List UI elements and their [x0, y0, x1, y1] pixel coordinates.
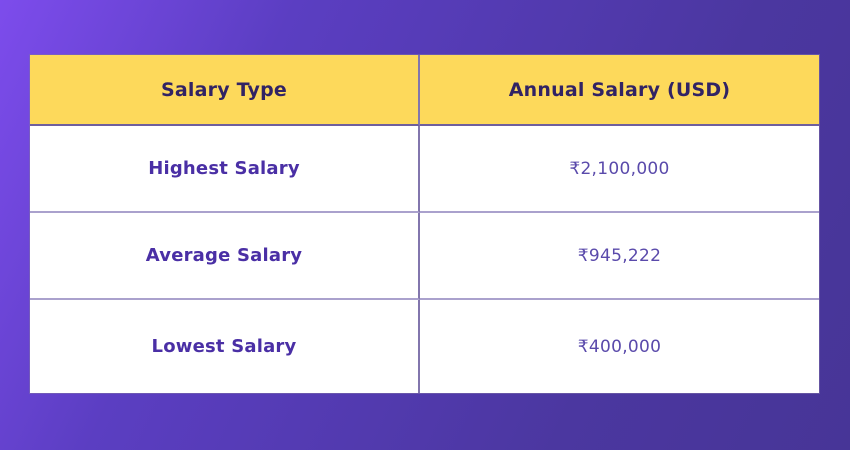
row-lowest-value: ₹400,000 — [577, 336, 662, 357]
row-highest-label: Highest Salary — [148, 158, 300, 179]
header-cell-annual-salary: Annual Salary (USD) — [420, 55, 819, 126]
row-average-value-cell: ₹945,222 — [420, 213, 819, 300]
header-label-annual-salary: Annual Salary (USD) — [508, 78, 731, 101]
salary-table: Salary Type Annual Salary (USD) Highest … — [30, 55, 819, 393]
row-lowest-label: Lowest Salary — [151, 336, 297, 357]
row-lowest-value-cell: ₹400,000 — [420, 300, 819, 393]
row-highest-type-cell: Highest Salary — [30, 126, 420, 213]
header-label-salary-type: Salary Type — [161, 78, 287, 101]
row-average-label: Average Salary — [145, 245, 303, 266]
header-cell-salary-type: Salary Type — [30, 55, 420, 126]
row-highest-value-cell: ₹2,100,000 — [420, 126, 819, 213]
row-average-type-cell: Average Salary — [30, 213, 420, 300]
row-lowest-type-cell: Lowest Salary — [30, 300, 420, 393]
row-highest-value: ₹2,100,000 — [569, 158, 670, 179]
row-average-value: ₹945,222 — [577, 245, 662, 266]
